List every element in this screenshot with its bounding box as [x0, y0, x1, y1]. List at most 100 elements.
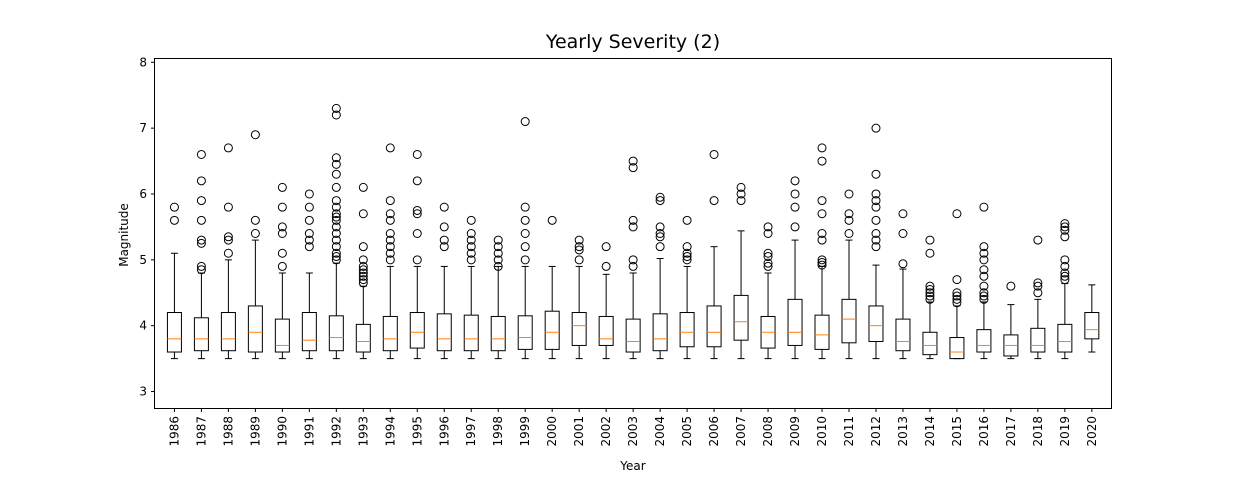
outlier-point [601, 242, 611, 252]
iqr-box [868, 305, 884, 342]
outlier-point [169, 215, 179, 225]
outlier-point [358, 268, 368, 278]
outlier-point [763, 258, 773, 268]
outlier-point [871, 169, 881, 179]
iqr-box [409, 312, 425, 349]
x-tick-label: 1990 [275, 416, 289, 447]
outlier-point [1033, 288, 1043, 298]
outlier-point [925, 248, 935, 258]
outlier-point [763, 252, 773, 262]
outlier-point [817, 209, 827, 219]
x-tick-label: 2013 [896, 416, 910, 447]
x-tick-label: 2016 [977, 416, 991, 447]
y-tick-label: 4 [139, 319, 147, 333]
box-2017 [1003, 281, 1019, 360]
outlier-point [304, 189, 314, 199]
outlier-point [385, 209, 395, 219]
outlier-point [682, 215, 692, 225]
outlier-point [844, 189, 854, 199]
outlier-point [196, 196, 206, 206]
outlier-point [358, 242, 368, 252]
x-tick-label: 2002 [599, 416, 613, 447]
outlier-point [466, 235, 476, 245]
x-axis: 1986 1987 1988 1989 1990 1991 1992 1993 1994 1995… [167, 408, 1099, 447]
outlier-point [574, 235, 584, 245]
plot-frame [154, 58, 1112, 409]
outlier-point [331, 255, 341, 265]
x-tick-label: 2020 [1085, 416, 1099, 447]
outlier-point [790, 189, 800, 199]
box-1997 [463, 215, 479, 360]
outlier-point [331, 212, 341, 222]
outlier-point [520, 202, 530, 212]
iqr-box [976, 329, 992, 353]
box-1986 [166, 202, 182, 360]
outlier-point [358, 209, 368, 219]
outlier-point [547, 215, 557, 225]
iqr-box [787, 298, 803, 346]
iqr-box [544, 310, 560, 350]
outlier-point [250, 215, 260, 225]
box-1995 [409, 149, 425, 360]
outlier-point [304, 229, 314, 238]
iqr-box [328, 315, 344, 352]
outlier-point [385, 143, 395, 153]
outlier-point [628, 255, 638, 265]
iqr-box [598, 315, 614, 346]
outlier-point [439, 235, 449, 245]
outlier-point [871, 196, 881, 206]
y-tick-label: 6 [139, 187, 147, 201]
outlier-point [871, 189, 881, 199]
outlier-point [304, 202, 314, 212]
outlier-point [736, 189, 746, 199]
outlier-point [844, 229, 854, 238]
outlier-point [655, 222, 665, 232]
outlier-point [439, 202, 449, 212]
outlier-point [1060, 255, 1070, 265]
x-tick-label: 2001 [572, 416, 586, 447]
x-tick-label: 1995 [410, 416, 424, 447]
iqr-box [355, 323, 371, 353]
x-tick-label: 2004 [653, 416, 667, 447]
outlier-point [817, 229, 827, 238]
box-2005 [679, 215, 695, 360]
outlier-point [817, 255, 827, 265]
outlier-point [817, 156, 827, 166]
outlier-point [196, 238, 206, 248]
outlier-point [952, 294, 962, 304]
outlier-point [682, 242, 692, 252]
outlier-point [574, 255, 584, 265]
outlier-point [979, 248, 989, 258]
outlier-point [871, 123, 881, 133]
box-2010 [814, 143, 830, 360]
outlier-point [817, 235, 827, 245]
outlier-point [358, 278, 368, 288]
outlier-point [331, 153, 341, 163]
outlier-point [817, 260, 827, 270]
outlier-point [223, 235, 233, 245]
outlier-point [223, 248, 233, 258]
outlier-point [385, 255, 395, 265]
iqr-box [706, 305, 722, 348]
outlier-point [736, 196, 746, 206]
iqr-box [679, 312, 695, 348]
outlier-point [331, 103, 341, 113]
box-1996 [436, 202, 452, 360]
outlier-point [331, 202, 341, 212]
outlier-point [385, 248, 395, 258]
outlier-point [466, 242, 476, 252]
outlier-point [817, 196, 827, 206]
iqr-box [490, 315, 506, 352]
box-1988 [220, 143, 236, 360]
outlier-point [655, 229, 665, 238]
outlier-point [331, 222, 341, 232]
iqr-box [274, 318, 290, 353]
box-1999 [517, 117, 533, 360]
outlier-point [1060, 232, 1070, 242]
outlier-point [898, 229, 908, 238]
outlier-point [1033, 281, 1043, 291]
outlier-point [385, 242, 395, 252]
box-1992 [328, 103, 344, 360]
outlier-point [979, 202, 989, 212]
y-tick-label: 8 [139, 55, 147, 69]
